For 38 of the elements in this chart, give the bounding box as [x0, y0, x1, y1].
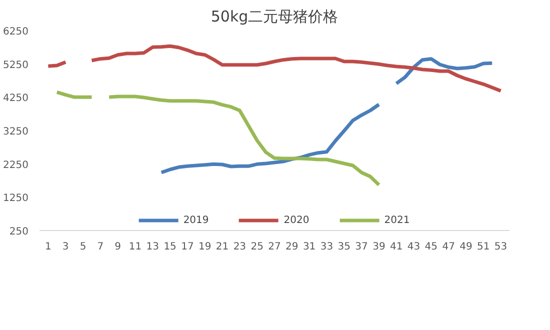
x-tick-label: 43 [407, 242, 420, 252]
y-tick-label: 2250 [3, 160, 29, 171]
x-tick-label: 47 [442, 242, 455, 252]
chart-title: 50kg二元母猪价格 [210, 8, 338, 26]
x-tick-label: 3 [62, 242, 69, 252]
x-tick-label: 11 [128, 242, 142, 252]
x-tick-label: 15 [164, 242, 176, 252]
y-tick-label: 4250 [3, 93, 29, 104]
x-tick-label: 5 [80, 242, 86, 252]
legend-label: 2019 [183, 214, 209, 226]
x-tick-label: 27 [268, 242, 281, 252]
y-tick-label: 6250 [3, 26, 29, 38]
x-tick-label: 49 [460, 242, 472, 252]
x-tick-label: 45 [424, 242, 438, 252]
x-tick-label: 25 [250, 242, 264, 252]
y-tick-label: 3250 [3, 126, 29, 138]
x-tick-label: 23 [233, 242, 246, 252]
y-tick-label: 1250 [3, 193, 29, 204]
x-tick-label: 39 [372, 242, 386, 252]
legend-label: 2020 [284, 214, 310, 226]
x-tick-label: 17 [181, 242, 194, 252]
x-tick-label: 53 [494, 242, 508, 252]
x-tick-label: 31 [302, 242, 316, 252]
x-tick-label: 41 [390, 242, 403, 252]
x-tick-label: 51 [477, 242, 490, 252]
x-tick-label: 13 [146, 242, 160, 252]
x-tick-label: 37 [355, 242, 368, 252]
y-tick-label: 5250 [3, 60, 29, 71]
x-tick-label: 21 [216, 242, 229, 252]
x-tick-label: 35 [338, 242, 350, 252]
x-tick-label: 33 [320, 242, 334, 252]
x-tick-label: 29 [286, 242, 298, 252]
x-tick-label: 7 [97, 242, 104, 252]
y-tick-label: 250 [9, 226, 29, 238]
x-tick-label: 9 [114, 242, 122, 252]
legend-label: 2021 [384, 214, 410, 226]
x-tick-label: 1 [45, 242, 52, 252]
x-tick-label: 19 [198, 242, 212, 252]
